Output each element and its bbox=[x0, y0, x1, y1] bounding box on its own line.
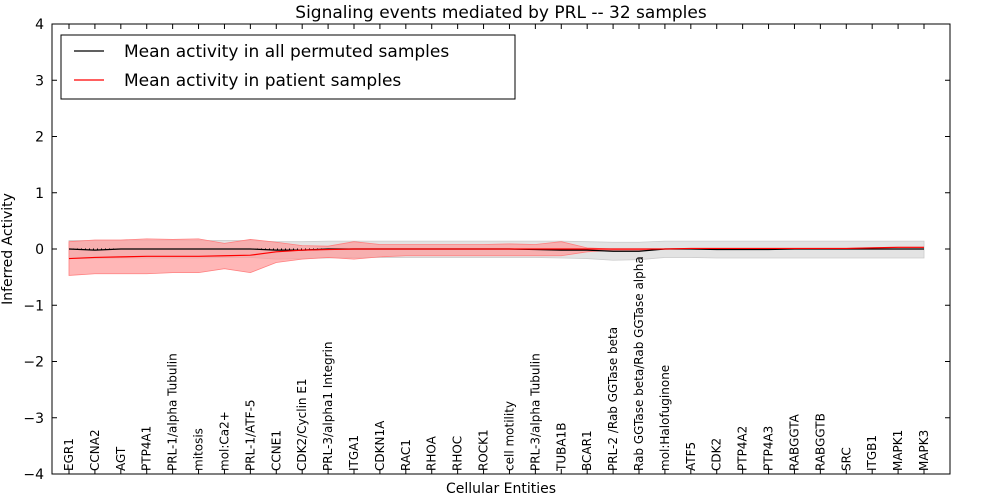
category-label: PRL-3/alpha Tubulin bbox=[528, 353, 542, 471]
category-label: PRL-3/alpha1 Integrin bbox=[321, 342, 335, 472]
category-label: PTP4A3 bbox=[762, 426, 776, 471]
category-label: CCNE1 bbox=[269, 430, 283, 471]
y-tick-label: 4 bbox=[35, 17, 44, 33]
y-tick-label: 0 bbox=[35, 242, 44, 258]
category-label: PRL-1/alpha Tubulin bbox=[166, 353, 180, 471]
category-label: TUBA1B bbox=[554, 423, 568, 472]
category-label: ITGA1 bbox=[347, 435, 361, 471]
y-tick-label: −3 bbox=[23, 411, 44, 427]
series-lines bbox=[68, 246, 924, 260]
category-label: mol:Ca2+ bbox=[217, 411, 231, 471]
category-label: mol:Halofuginone bbox=[658, 365, 672, 471]
category-label: ITGB1 bbox=[865, 435, 879, 471]
legend-label-permuted: Mean activity in all permuted samples bbox=[124, 42, 449, 62]
category-label: RABGGTA bbox=[787, 413, 801, 471]
category-label: mitosis bbox=[192, 428, 206, 471]
y-tick-label: −4 bbox=[23, 467, 44, 483]
category-label: CCNA2 bbox=[88, 429, 102, 471]
category-label: SRC bbox=[839, 447, 853, 471]
line-patient bbox=[68, 246, 924, 260]
legend-box bbox=[60, 34, 516, 100]
category-label: CDK2 bbox=[710, 438, 724, 471]
category-label: CDKN1A bbox=[373, 420, 387, 471]
category-label: RHOC bbox=[451, 436, 465, 471]
category-label: RAC1 bbox=[399, 439, 413, 471]
category-label: PRL-1/ATF-5 bbox=[243, 399, 257, 471]
y-axis: −4 −3 −2 −1 0 1 2 3 4 bbox=[23, 17, 950, 483]
category-label: PTP4A1 bbox=[140, 426, 154, 471]
legend: Mean activity in all permuted samples Me… bbox=[60, 34, 516, 100]
y-tick-label: −1 bbox=[23, 298, 44, 314]
category-label: RABGGTB bbox=[813, 413, 827, 471]
category-label: PRL-2 /Rab GGTase beta bbox=[606, 327, 620, 471]
category-label: EGR1 bbox=[62, 438, 76, 471]
y-tick-label: 3 bbox=[35, 73, 44, 89]
y-tick-label: −2 bbox=[23, 355, 44, 371]
category-label: CDK2/Cyclin E1 bbox=[295, 378, 309, 471]
x-axis: EGR1 CCNA2 AGT PTP4A1 PRL-1/alpha Tubulin mit… bbox=[62, 24, 931, 474]
category-label: BCAR1 bbox=[580, 430, 594, 471]
y-axis-title: Inferred Activity bbox=[0, 193, 16, 305]
y-tick-label: 2 bbox=[35, 130, 44, 146]
category-label: MAPK1 bbox=[891, 430, 905, 471]
legend-label-patient: Mean activity in patient samples bbox=[124, 71, 401, 91]
category-label: AGT bbox=[114, 446, 128, 471]
category-label: cell motility bbox=[502, 401, 516, 471]
y-tick-label: 1 bbox=[35, 186, 44, 202]
confidence-bands bbox=[68, 238, 925, 276]
category-label: RHOA bbox=[425, 435, 439, 471]
chart-title: Signaling events mediated by PRL -- 32 s… bbox=[295, 3, 707, 23]
category-label: PTP4A2 bbox=[736, 426, 750, 471]
category-label: ROCK1 bbox=[477, 429, 491, 471]
x-axis-title: Cellular Entities bbox=[446, 481, 556, 497]
category-label: Rab GGTase beta/Rab GGTase alpha bbox=[632, 256, 646, 471]
category-label: MAPK3 bbox=[917, 430, 931, 471]
category-label: ATF5 bbox=[684, 442, 698, 471]
